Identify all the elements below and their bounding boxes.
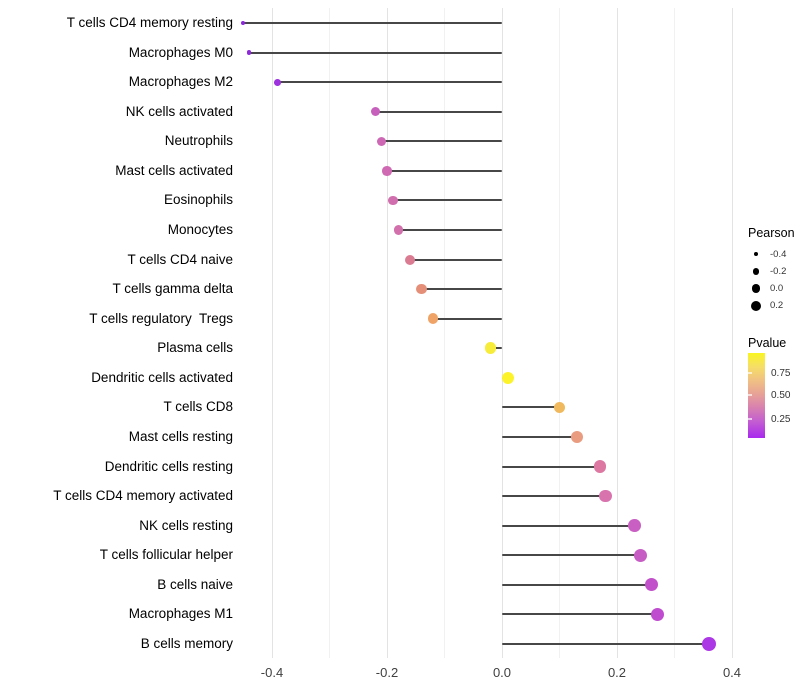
size-legend-label: -0.2 bbox=[770, 265, 787, 277]
x-gridline bbox=[616, 8, 618, 658]
y-axis-label: Macrophages M1 bbox=[128, 606, 233, 622]
x-gridline bbox=[501, 8, 503, 658]
y-axis-label: T cells gamma delta bbox=[112, 281, 233, 297]
pvalue-legend-tick bbox=[748, 394, 752, 396]
size-legend-label: 0.0 bbox=[770, 283, 784, 295]
y-axis-label: B cells memory bbox=[140, 635, 233, 651]
x-axis-tick-label: 0.2 bbox=[607, 665, 627, 680]
y-axis-label: NK cells activated bbox=[125, 103, 233, 119]
pvalue-gradient-bar bbox=[748, 353, 765, 438]
lollipop-stem bbox=[433, 317, 502, 320]
data-point bbox=[501, 371, 514, 384]
pvalue-legend-label: 0.75 bbox=[771, 367, 791, 379]
lollipop-stem bbox=[392, 199, 502, 202]
data-point bbox=[553, 401, 566, 414]
data-point bbox=[593, 460, 606, 473]
y-axis-label: Mast cells activated bbox=[115, 162, 233, 178]
data-point bbox=[274, 78, 282, 86]
lollipop-stem bbox=[243, 22, 502, 24]
x-gridline bbox=[271, 8, 273, 658]
y-axis-label: T cells regulatory Tregs bbox=[89, 310, 233, 326]
lollipop-stem bbox=[502, 554, 640, 557]
x-axis-tick-label: -0.2 bbox=[375, 665, 399, 680]
lollipop-stem bbox=[410, 258, 502, 261]
lollipop-stem bbox=[421, 288, 502, 291]
size-legend-dot bbox=[752, 268, 760, 275]
x-gridline bbox=[386, 8, 388, 658]
y-axis-label: T cells CD8 bbox=[163, 399, 233, 415]
data-point bbox=[644, 578, 659, 592]
x-gridline bbox=[444, 8, 445, 658]
y-axis-label: Monocytes bbox=[167, 221, 233, 237]
x-gridline bbox=[559, 8, 560, 658]
data-point bbox=[427, 313, 439, 324]
pvalue-legend-label: 0.50 bbox=[771, 389, 791, 401]
lollipop-stem bbox=[502, 495, 606, 498]
size-legend-label: -0.4 bbox=[770, 248, 787, 260]
data-point bbox=[405, 254, 415, 265]
y-axis-label: Eosinophils bbox=[163, 192, 233, 208]
x-gridline bbox=[329, 8, 330, 658]
lollipop-stem bbox=[381, 140, 502, 143]
y-axis-label: T cells CD4 naive bbox=[127, 251, 233, 267]
y-axis-label: T cells follicular helper bbox=[99, 547, 233, 563]
x-axis-tick-label: -0.4 bbox=[260, 665, 284, 680]
data-point bbox=[241, 21, 246, 25]
x-axis-tick-label: 0.4 bbox=[722, 665, 742, 680]
lollipop-stem bbox=[502, 613, 658, 616]
lollipop-stem bbox=[249, 51, 502, 54]
y-axis-label: Neutrophils bbox=[164, 133, 233, 149]
y-axis-label: Plasma cells bbox=[157, 340, 233, 356]
size-legend-label: 0.2 bbox=[770, 300, 784, 312]
lollipop-stem bbox=[502, 583, 652, 586]
y-axis-label: Dendritic cells activated bbox=[91, 369, 233, 385]
size-legend-dot bbox=[751, 300, 761, 311]
y-axis-label: Mast cells resting bbox=[128, 428, 233, 444]
data-point bbox=[246, 50, 252, 55]
x-axis-tick-label: 0.0 bbox=[492, 665, 512, 680]
lollipop-stem bbox=[375, 110, 502, 113]
data-point bbox=[370, 107, 381, 117]
data-point bbox=[570, 430, 583, 443]
lollipop-stem bbox=[502, 435, 577, 438]
y-axis-label: T cells CD4 memory activated bbox=[53, 488, 233, 504]
data-point bbox=[633, 548, 647, 562]
lollipop-stem bbox=[398, 228, 502, 231]
y-axis-label: B cells naive bbox=[157, 576, 233, 592]
data-point bbox=[650, 607, 664, 622]
lollipop-stem bbox=[502, 642, 709, 645]
size-legend-title: Pearson bbox=[748, 226, 795, 240]
data-point bbox=[484, 342, 497, 355]
pvalue-legend-label: 0.25 bbox=[771, 413, 791, 425]
y-axis-label: T cells CD4 memory resting bbox=[66, 15, 233, 30]
lollipop-stem bbox=[490, 347, 502, 350]
y-axis-label: Dendritic cells resting bbox=[104, 458, 233, 474]
y-axis-label: Macrophages M0 bbox=[128, 44, 233, 60]
data-point bbox=[393, 225, 404, 235]
lollipop-stem bbox=[502, 465, 600, 468]
data-point bbox=[627, 519, 641, 533]
x-gridline bbox=[674, 8, 675, 658]
x-gridline bbox=[731, 8, 733, 658]
lollipop-stem bbox=[387, 169, 502, 172]
lollipop-stem bbox=[502, 524, 635, 527]
lollipop-stem bbox=[502, 406, 560, 409]
pvalue-legend-tick bbox=[748, 418, 752, 420]
size-legend-dot bbox=[753, 251, 759, 257]
data-point bbox=[376, 136, 386, 146]
pvalue-legend-tick bbox=[748, 372, 752, 374]
y-axis-label: Macrophages M2 bbox=[128, 74, 233, 90]
lollipop-stem bbox=[277, 81, 502, 84]
data-point bbox=[416, 283, 427, 295]
color-legend-title: Pvalue bbox=[748, 336, 787, 350]
data-point bbox=[382, 166, 392, 176]
size-legend-dot bbox=[751, 284, 761, 293]
data-point bbox=[701, 636, 717, 652]
data-point bbox=[599, 489, 612, 503]
data-point bbox=[387, 195, 398, 206]
y-axis-label: NK cells resting bbox=[139, 517, 233, 533]
